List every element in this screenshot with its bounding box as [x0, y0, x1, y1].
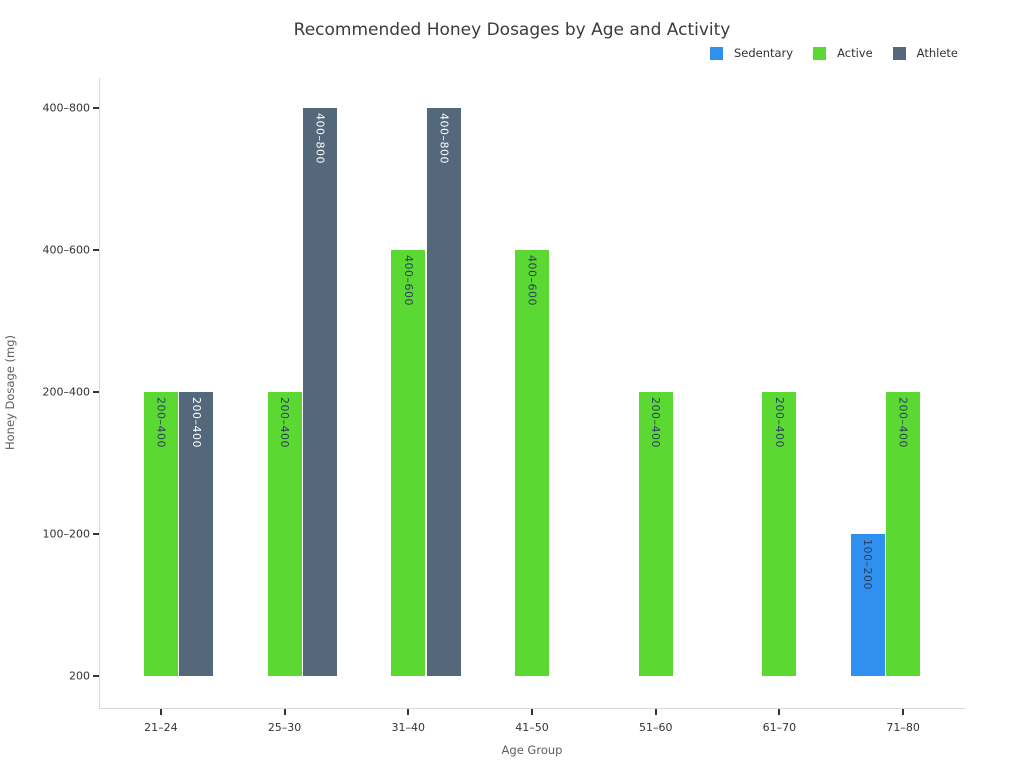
bar-athlete-25–30[interactable]: 400–800	[303, 108, 338, 676]
y-tick-label: 400–800	[42, 101, 91, 115]
x-tick-label: 25–30	[267, 721, 302, 734]
bar-value-label: 200–400	[649, 397, 663, 448]
bar-active-31–40[interactable]: 400–600	[391, 250, 426, 676]
bar-value-label: 200–400	[154, 397, 168, 448]
bar-athlete-21–24[interactable]: 200–400	[179, 392, 214, 676]
x-axis-spine	[99, 708, 965, 709]
legend-swatch-active	[813, 46, 827, 60]
x-axis-title: Age Group	[501, 743, 563, 757]
x-tick-mark	[902, 709, 905, 715]
y-tick-label: 200–400	[42, 385, 91, 399]
legend: Sedentary Active Athlete	[709, 46, 958, 60]
x-tick-mark	[159, 709, 162, 715]
x-tick-label: 41–50	[515, 721, 549, 734]
bar-value-label: 400–800	[313, 113, 327, 164]
legend-label: Athlete	[916, 46, 958, 60]
bar-value-label: 200–400	[896, 397, 910, 448]
x-tick-label: 31–40	[391, 721, 426, 734]
y-axis-title: Honey Dosage (mg)	[3, 335, 17, 451]
legend-label: Sedentary	[733, 46, 794, 60]
bar-value-label: 100–200	[861, 539, 875, 590]
y-tick-mark	[93, 533, 99, 535]
x-tick-label: 21–24	[144, 721, 178, 734]
y-tick-mark	[93, 675, 99, 677]
x-tick-mark	[778, 709, 781, 715]
bar-value-label: 200–400	[278, 397, 292, 448]
legend-swatch-athlete	[892, 46, 906, 60]
bar-value-label: 400–600	[525, 255, 539, 306]
legend-item-sedentary[interactable]: Sedentary	[709, 46, 794, 60]
bar-active-61–70[interactable]: 200–400	[762, 392, 797, 676]
bar-value-label: 200–400	[772, 397, 786, 448]
x-tick-mark	[531, 709, 533, 715]
bar-active-71–80[interactable]: 200–400	[886, 392, 921, 676]
x-tick-mark	[654, 709, 657, 715]
x-tick-mark	[407, 709, 410, 715]
bar-sedentary-71–80[interactable]: 100–200	[850, 534, 885, 676]
y-tick-mark	[93, 249, 99, 251]
y-tick-label: 400–600	[42, 243, 91, 257]
bar-active-41–50[interactable]: 400–600	[515, 250, 549, 676]
bar-value-label: 400–600	[401, 255, 415, 306]
y-tick-mark	[93, 391, 99, 393]
legend-swatch-sedentary	[709, 46, 723, 60]
chart-title: Recommended Honey Dosages by Age and Act…	[293, 20, 731, 40]
bar-active-25–30[interactable]: 200–400	[267, 392, 302, 676]
x-tick-mark	[283, 709, 286, 715]
legend-item-athlete[interactable]: Athlete	[892, 46, 958, 60]
bar-value-label: 400–800	[437, 113, 451, 164]
y-axis-spine	[99, 78, 100, 708]
bar-active-21–24[interactable]: 200–400	[143, 392, 178, 676]
y-tick-mark	[93, 107, 99, 109]
legend-label: Active	[837, 46, 873, 60]
bar-athlete-31–40[interactable]: 400–800	[426, 108, 461, 676]
y-tick-label: 200	[69, 669, 90, 683]
bar-value-label: 200–400	[189, 397, 203, 448]
x-tick-label: 61–70	[762, 721, 797, 734]
x-tick-label: 51–60	[638, 721, 673, 734]
bar-active-51–60[interactable]: 200–400	[638, 392, 673, 676]
legend-item-active[interactable]: Active	[813, 46, 873, 60]
y-tick-label: 100–200	[42, 527, 91, 541]
x-tick-label: 71–80	[886, 721, 920, 734]
